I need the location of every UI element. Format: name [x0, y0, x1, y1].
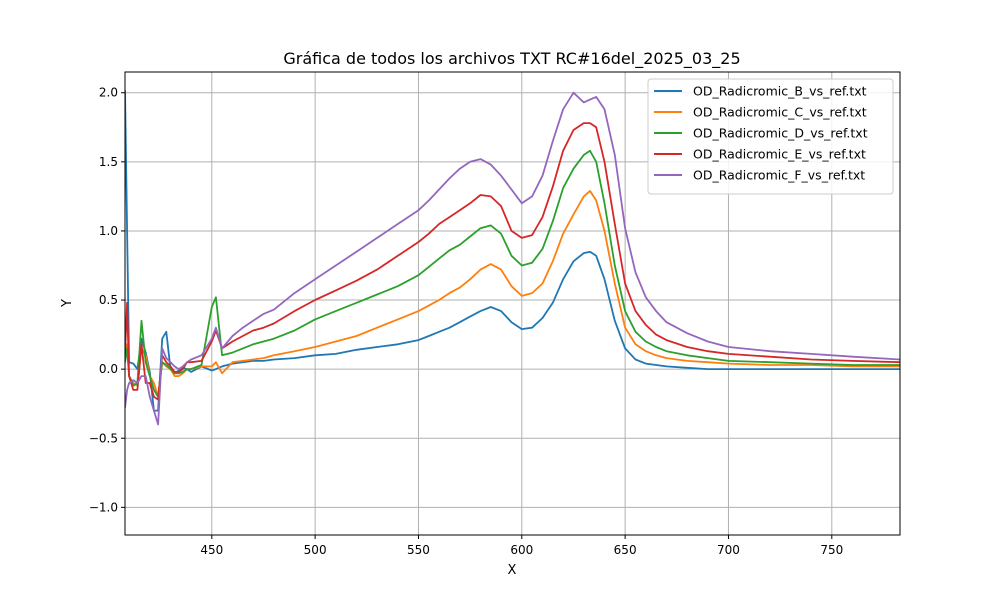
series-lines: [125, 89, 900, 426]
legend: OD_Radicromic_B_vs_ref.txt OD_Radicromic_…: [647, 78, 894, 195]
x-axis-label: X: [508, 563, 517, 578]
y-tick-label: 1.5: [99, 155, 118, 169]
x-tick-label: 700: [717, 543, 740, 557]
legend-label: OD_Radicromic_E_vs_ref.txt: [693, 147, 866, 162]
y-axis-label: Y: [60, 299, 75, 308]
x-tick-label: 500: [304, 543, 327, 557]
x-tick-label: 550: [407, 543, 430, 557]
y-tick-label: −1.0: [89, 500, 118, 514]
y-tick-label: 0.5: [99, 293, 118, 307]
series-line-5: [125, 91, 900, 426]
plot-frame: [124, 71, 901, 536]
x-axis-ticks: 450 500 550 600 650 700 750: [200, 535, 843, 557]
x-tick-label: 750: [820, 543, 843, 557]
legend-label: OD_Radicromic_D_vs_ref.txt: [693, 126, 868, 141]
series-line-2: [125, 189, 900, 398]
y-tick-label: 0.0: [99, 362, 118, 376]
y-tick-label: −0.5: [89, 431, 118, 445]
x-tick-label: 600: [510, 543, 533, 557]
legend-label: OD_Radicromic_F_vs_ref.txt: [693, 168, 865, 183]
y-tick-label: 2.0: [99, 86, 118, 100]
chart-title: Gráfica de todos los archivos TXT RC#16d…: [283, 49, 740, 69]
x-tick-label: 450: [200, 543, 223, 557]
x-tick-label: 650: [614, 543, 637, 557]
y-axis-ticks: −1.0 −0.5 0.0 0.5 1.0 1.5 2.0: [89, 86, 125, 514]
y-tick-label: 1.0: [99, 224, 118, 238]
legend-label: OD_Radicromic_C_vs_ref.txt: [693, 105, 867, 120]
series-line-3: [125, 149, 900, 398]
series-line-1: [125, 89, 900, 412]
series-line-4: [125, 122, 900, 401]
legend-box: [647, 78, 894, 195]
legend-label: OD_Radicromic_B_vs_ref.txt: [693, 84, 867, 99]
